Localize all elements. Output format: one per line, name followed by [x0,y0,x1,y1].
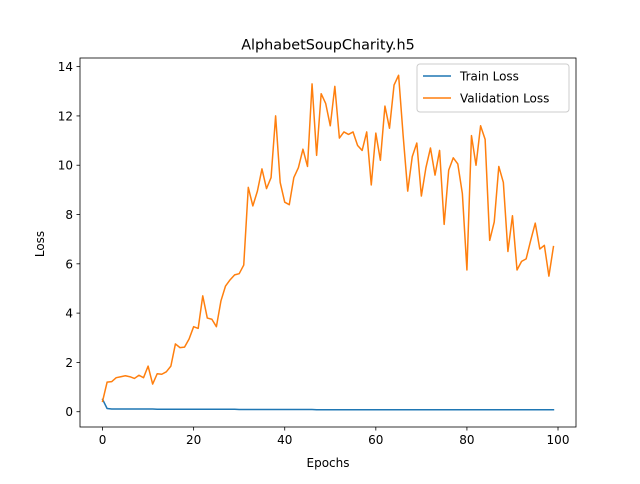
x-tick-label: 0 [99,433,107,447]
plot-area: 0 20 40 60 80 100 0 2 4 6 8 10 12 14 [58,57,577,447]
axes-frame [79,57,577,428]
y-tick-label: 6 [65,257,73,271]
y-axis-label: Loss [33,231,47,257]
legend-label: Train Loss [459,70,519,84]
legend-box [416,63,570,113]
y-tick-label: 14 [58,60,73,74]
y-tick-label: 10 [58,159,73,173]
y-tick-label: 12 [58,109,73,123]
legend: Train Loss Validation Loss [416,63,570,113]
y-tick-label: 2 [65,356,73,370]
x-tick-label: 40 [277,433,292,447]
x-axis-label: Epochs [307,456,350,470]
series-line-validation-loss [101,74,555,403]
y-tick-label: 0 [65,405,73,419]
x-tick-label: 60 [368,433,383,447]
x-tick-label: 100 [547,433,570,447]
x-tick-label: 80 [459,433,474,447]
legend-label: Validation Loss [460,92,549,106]
y-tick-label: 8 [65,208,73,222]
x-tick-label: 20 [186,433,201,447]
y-tick-label: 4 [65,307,73,321]
chart-title: AlphabetSoupCharity.h5 [241,38,415,54]
series-line-train-loss [101,398,555,411]
